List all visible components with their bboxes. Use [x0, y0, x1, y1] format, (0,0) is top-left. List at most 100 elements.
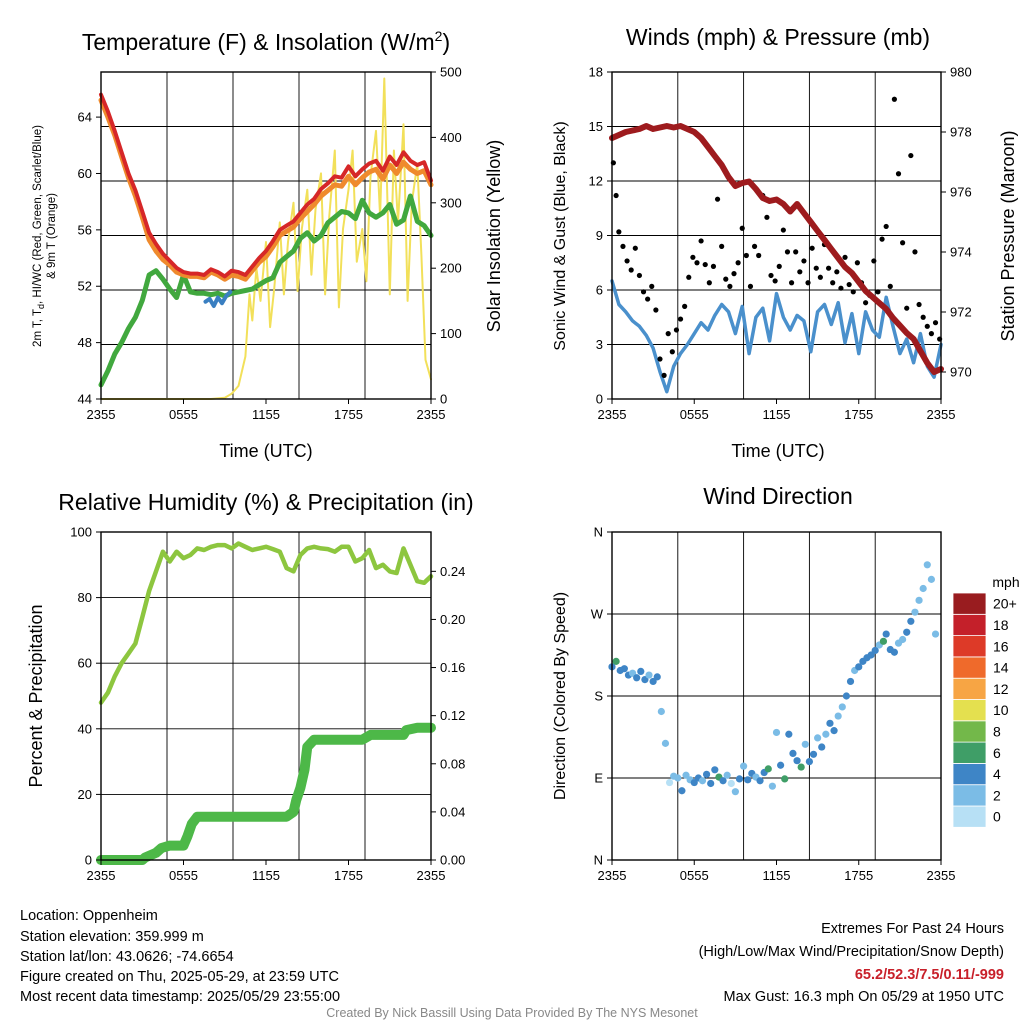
gust-point — [632, 245, 638, 251]
extremes-values: 65.2/52.3/7.5/0.11/-999 — [854, 967, 1004, 983]
y-tick-label: 52 — [78, 279, 92, 294]
x-tick-label: 1155 — [763, 407, 791, 422]
y2-tick-label: 0.16 — [440, 660, 465, 675]
gust-point — [677, 316, 684, 322]
gust-point — [640, 289, 647, 295]
direction-point — [772, 728, 781, 737]
direction-point — [764, 765, 772, 773]
gust-point — [912, 249, 918, 255]
gust-point — [846, 281, 852, 288]
direction-point — [785, 730, 793, 738]
location-text: Location: Oppenheim — [20, 908, 158, 924]
direction-point — [855, 663, 863, 671]
x-tick-label: 1755 — [844, 407, 873, 422]
y2-axis-label: Station Pressure (Maroon) — [998, 130, 1018, 341]
y-tick-label: 12 — [589, 174, 603, 189]
gust-point — [772, 278, 778, 284]
precipitation-line — [96, 722, 436, 865]
direction-point — [911, 608, 919, 616]
direction-point — [657, 707, 665, 716]
gust-point — [830, 280, 836, 286]
gust-point — [682, 303, 688, 309]
y2-tick-label: 0.00 — [440, 853, 465, 868]
gust-point — [850, 289, 856, 295]
direction-point — [735, 775, 744, 783]
colorbar-swatch — [952, 656, 987, 679]
gust-point — [613, 192, 619, 199]
y-tick-label: 15 — [589, 119, 603, 134]
direction-point — [826, 719, 834, 727]
x-tick-label: 2355 — [87, 868, 116, 883]
direction-point — [665, 778, 674, 787]
gust-point — [686, 274, 692, 280]
direction-point — [818, 743, 826, 751]
gust-point — [879, 236, 885, 242]
colorbar-label: 0 — [993, 809, 1001, 825]
gust-point — [710, 263, 717, 269]
y2-tick-label: 978 — [950, 125, 972, 140]
colorbar-label: 20+ — [993, 596, 1017, 612]
x-tick-label: 2355 — [927, 868, 956, 883]
y2-tick-label: 976 — [950, 185, 972, 200]
dewpoint-line — [98, 193, 434, 388]
y-tick-label: E — [594, 771, 603, 786]
gust-point — [784, 249, 791, 255]
y2-tick-label: 974 — [950, 245, 972, 260]
y-axis-label: Percent & Precipitation — [26, 604, 46, 787]
y-tick-label: 20 — [78, 787, 92, 802]
gust-point — [887, 283, 893, 289]
y-tick-label: 0 — [596, 392, 603, 407]
gust-point — [620, 243, 626, 249]
title-superscript: 2 — [435, 28, 443, 44]
direction-point — [931, 630, 940, 638]
direction-point — [620, 665, 628, 673]
colorbar-title: mph — [992, 574, 1019, 590]
x-tick-label: 2355 — [87, 407, 116, 422]
direction-point — [846, 677, 855, 686]
direction-point — [612, 657, 620, 665]
title-text: Temperature (F) & Insolation (W/m — [82, 29, 435, 55]
gust-point — [924, 323, 930, 329]
x-tick-label: 1755 — [334, 868, 363, 883]
colorbar-swatch — [952, 763, 987, 786]
gust-point — [780, 227, 786, 233]
x-tick-label: 2355 — [598, 407, 627, 422]
title-end: ) — [442, 29, 450, 55]
temp-9m-line — [98, 97, 434, 282]
y-tick-label: S — [594, 689, 603, 704]
gust-point — [616, 229, 622, 235]
y-tick-label: 56 — [78, 222, 92, 237]
y-axis-label-line1: 2m T, Td, HI/WC (Red, Green, Scarlet/Blu… — [32, 125, 46, 347]
direction-point — [637, 667, 645, 676]
direction-point — [801, 740, 809, 748]
direction-point — [919, 584, 927, 593]
gust-point — [838, 285, 844, 291]
y-tick-label: N — [594, 525, 603, 540]
gust-point — [690, 254, 696, 260]
credit-text: Created By Nick Bassill Using Data Provi… — [326, 1006, 698, 1020]
gust-point — [714, 196, 721, 202]
direction-point — [923, 561, 931, 569]
colorbar-label: 16 — [993, 638, 1009, 654]
ylabel-subscript: d — [36, 304, 46, 309]
x-axis-label: Time (UTC) — [219, 441, 312, 461]
chart-title: Temperature (F) & Insolation (W/m2) — [82, 28, 450, 55]
y2-tick-label: 972 — [950, 305, 972, 320]
colorbar-swatch — [952, 699, 987, 722]
direction-point — [756, 777, 764, 785]
y2-tick-label: 970 — [950, 365, 972, 380]
direction-point — [727, 779, 735, 788]
gust-point — [842, 254, 848, 260]
heat-index-line — [203, 289, 233, 308]
gust-point — [871, 258, 877, 264]
y2-tick-label: 300 — [440, 195, 462, 210]
gust-point — [883, 223, 889, 230]
gust-point — [863, 300, 869, 306]
direction-point — [723, 771, 731, 779]
direction-point — [678, 787, 686, 795]
y2-tick-label: 0.20 — [440, 612, 465, 627]
y-tick-label: 9 — [596, 228, 603, 243]
x-axis-label: Time (UTC) — [731, 441, 824, 461]
gust-point — [797, 269, 803, 275]
direction-point — [645, 671, 653, 679]
